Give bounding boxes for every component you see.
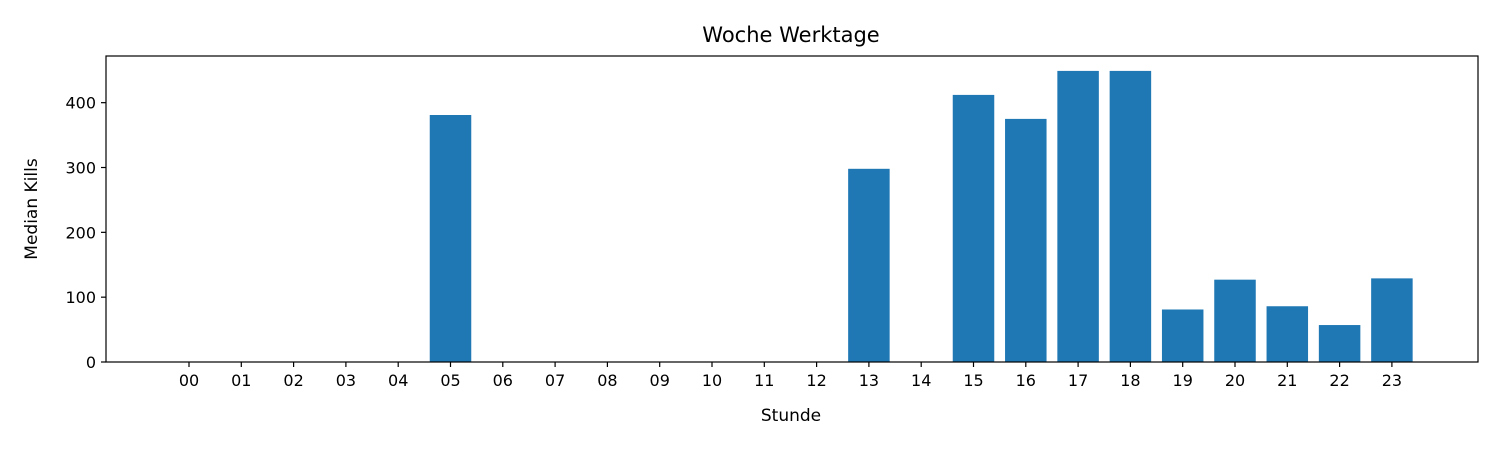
bar-15 [952,94,995,363]
x-tick-label-16: 16 [1016,371,1036,390]
x-tick-label-20: 20 [1225,371,1245,390]
bar-17 [1057,70,1099,362]
y-tick-label-400: 400 [65,94,96,113]
bar-05 [429,115,472,362]
x-tick-label-15: 15 [963,371,983,390]
x-tick-label-11: 11 [754,371,774,390]
bar-23 [1371,278,1413,362]
x-tick-label-05: 05 [440,371,460,390]
x-tick-label-22: 22 [1329,371,1349,390]
chart-title: Woche Werktage [702,23,879,47]
bar-20 [1214,279,1256,362]
y-tick-label-100: 100 [65,288,96,307]
x-tick-label-23: 23 [1382,371,1402,390]
x-tick-label-13: 13 [859,371,879,390]
plot-frame [105,55,1479,363]
x-tick-label-03: 03 [336,371,356,390]
y-tick-label-200: 200 [65,223,96,242]
x-tick-label-12: 12 [806,371,826,390]
x-axis-label: Stunde [761,406,821,426]
x-tick-label-06: 06 [493,371,513,390]
x-tick-label-00: 00 [179,371,199,390]
x-tick-label-02: 02 [283,371,303,390]
y-axis-ticks: 0 100 200 300 400 [65,94,106,372]
x-tick-label-01: 01 [231,371,251,390]
bar-16 [1005,118,1047,362]
x-axis-ticks: 00 01 02 03 04 05 06 07 08 09 10 11 12 13 14 15 16 17 18 19… [179,362,1402,390]
x-tick-label-04: 04 [388,371,408,390]
x-tick-label-09: 09 [650,371,670,390]
bar-18 [1109,70,1152,362]
y-axis-label: Median Kills [22,158,42,260]
bars-group [429,70,1413,363]
x-tick-label-14: 14 [911,371,931,390]
x-tick-label-08: 08 [597,371,617,390]
x-tick-label-19: 19 [1173,371,1193,390]
x-tick-label-21: 21 [1277,371,1297,390]
bar-19 [1161,309,1204,362]
x-tick-label-10: 10 [702,371,722,390]
bar-21 [1266,306,1309,362]
y-tick-label-0: 0 [86,353,96,372]
bar-22 [1318,325,1361,362]
y-tick-label-300: 300 [65,159,96,178]
x-tick-label-17: 17 [1068,371,1088,390]
x-tick-label-07: 07 [545,371,565,390]
bar-13 [848,168,890,362]
x-tick-label-18: 18 [1120,371,1140,390]
